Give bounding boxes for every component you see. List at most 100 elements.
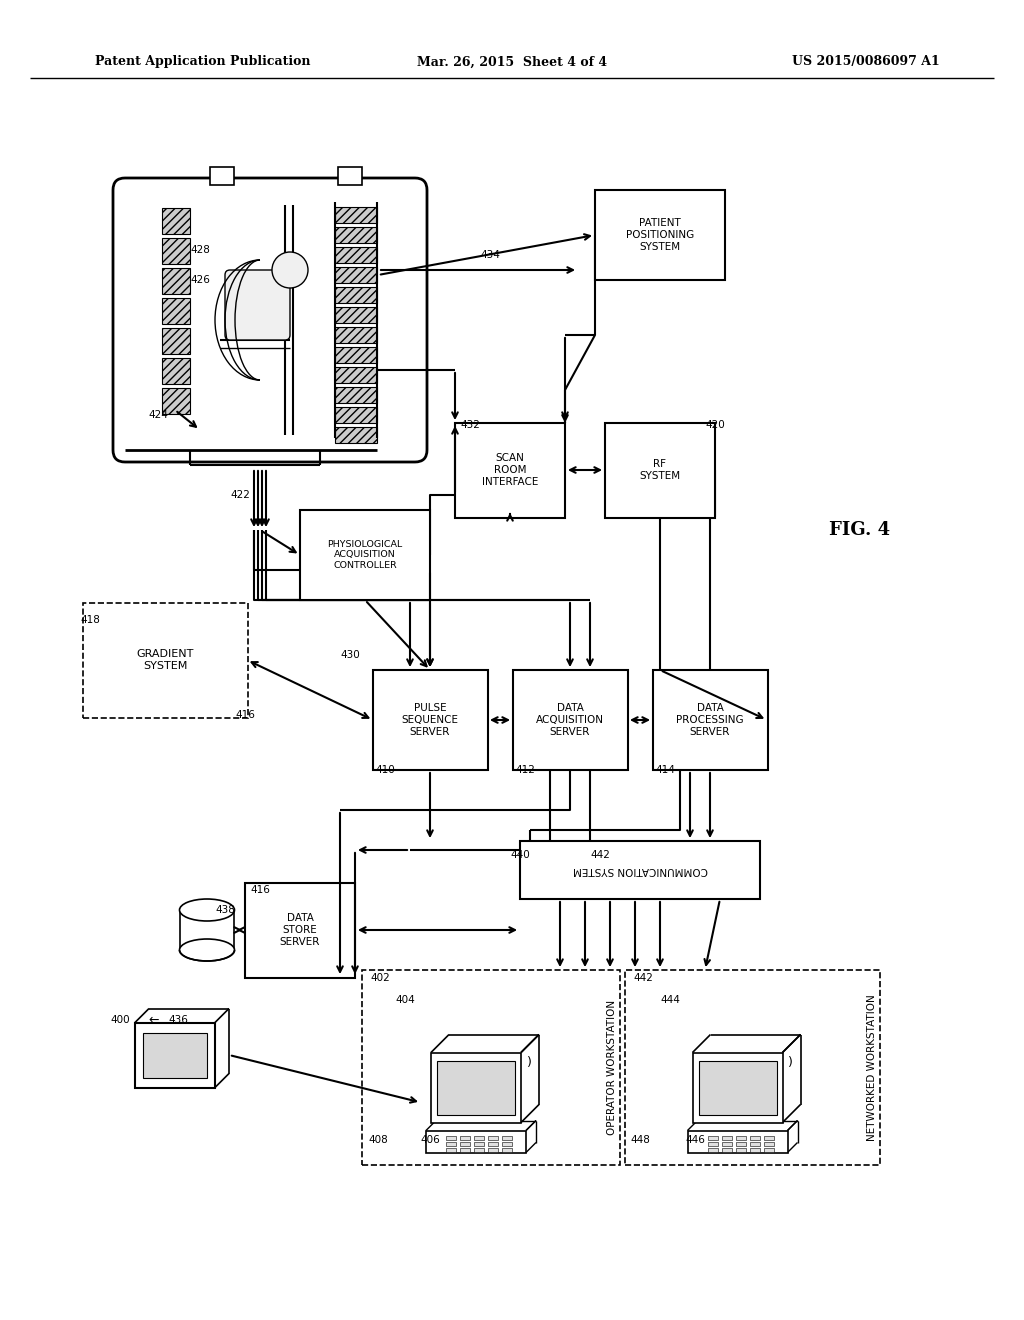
Bar bbox=[735, 1135, 745, 1139]
Bar bbox=[446, 1142, 456, 1146]
Bar bbox=[474, 1147, 484, 1151]
Bar bbox=[708, 1135, 718, 1139]
Text: 442: 442 bbox=[590, 850, 610, 861]
Text: 438: 438 bbox=[215, 906, 234, 915]
Bar bbox=[431, 1052, 521, 1122]
Text: Patent Application Publication: Patent Application Publication bbox=[95, 55, 310, 69]
Bar bbox=[474, 1142, 484, 1146]
Bar bbox=[474, 1135, 484, 1139]
Text: 428: 428 bbox=[190, 246, 210, 255]
Bar bbox=[335, 327, 377, 343]
Text: 444: 444 bbox=[660, 995, 680, 1005]
Bar bbox=[722, 1135, 731, 1139]
Bar bbox=[460, 1147, 470, 1151]
Bar bbox=[446, 1135, 456, 1139]
Bar bbox=[335, 207, 377, 223]
FancyBboxPatch shape bbox=[225, 271, 290, 341]
Ellipse shape bbox=[179, 939, 234, 961]
Bar bbox=[692, 1052, 782, 1122]
Text: 412: 412 bbox=[515, 766, 535, 775]
Text: GRADIENT
SYSTEM: GRADIENT SYSTEM bbox=[136, 649, 194, 671]
Text: 420: 420 bbox=[705, 420, 725, 430]
Bar bbox=[143, 1032, 207, 1077]
Text: PATIENT
POSITIONING
SYSTEM: PATIENT POSITIONING SYSTEM bbox=[626, 218, 694, 252]
Bar bbox=[338, 168, 362, 185]
Bar bbox=[373, 671, 487, 770]
Bar bbox=[135, 1023, 215, 1088]
Text: 422: 422 bbox=[230, 490, 250, 500]
Text: 430: 430 bbox=[340, 649, 359, 660]
Bar bbox=[698, 1060, 776, 1114]
Bar bbox=[162, 327, 190, 354]
Bar bbox=[502, 1142, 512, 1146]
Bar bbox=[488, 1142, 498, 1146]
Bar bbox=[335, 286, 377, 304]
Text: 406: 406 bbox=[420, 1135, 439, 1144]
Text: FIG. 4: FIG. 4 bbox=[829, 521, 891, 539]
Text: 448: 448 bbox=[630, 1135, 650, 1144]
Text: COMMUNICATION SYSTEM: COMMUNICATION SYSTEM bbox=[572, 865, 708, 875]
Text: 416: 416 bbox=[250, 884, 270, 895]
Bar bbox=[335, 247, 377, 263]
Bar bbox=[362, 970, 620, 1166]
Text: 418: 418 bbox=[80, 615, 100, 624]
Text: NETWORKED WORKSTATION: NETWORKED WORKSTATION bbox=[867, 994, 877, 1140]
Bar bbox=[335, 267, 377, 282]
Bar bbox=[735, 1142, 745, 1146]
Bar bbox=[502, 1135, 512, 1139]
Bar bbox=[455, 422, 565, 517]
Text: ←: ← bbox=[148, 1014, 159, 1027]
Bar bbox=[162, 298, 190, 323]
Text: ): ) bbox=[526, 1056, 531, 1069]
Bar bbox=[722, 1142, 731, 1146]
Bar bbox=[735, 1147, 745, 1151]
Text: PULSE
SEQUENCE
SERVER: PULSE SEQUENCE SERVER bbox=[401, 704, 459, 737]
Text: 446: 446 bbox=[685, 1135, 705, 1144]
Text: 400: 400 bbox=[110, 1015, 130, 1026]
Bar bbox=[162, 268, 190, 294]
Bar bbox=[162, 238, 190, 264]
Bar bbox=[605, 422, 715, 517]
Ellipse shape bbox=[179, 899, 234, 921]
Bar bbox=[460, 1142, 470, 1146]
Text: 436: 436 bbox=[168, 1015, 187, 1026]
Bar bbox=[502, 1147, 512, 1151]
Bar bbox=[708, 1142, 718, 1146]
Bar bbox=[335, 347, 377, 363]
Bar bbox=[488, 1147, 498, 1151]
Text: OPERATOR WORKSTATION: OPERATOR WORKSTATION bbox=[607, 1001, 617, 1135]
Text: DATA
ACQUISITION
SERVER: DATA ACQUISITION SERVER bbox=[536, 704, 604, 737]
Bar bbox=[300, 510, 430, 601]
Bar bbox=[750, 1142, 760, 1146]
Text: 402: 402 bbox=[370, 973, 390, 983]
Bar bbox=[210, 168, 234, 185]
Bar bbox=[335, 227, 377, 243]
Text: 404: 404 bbox=[395, 995, 415, 1005]
Text: DATA
PROCESSING
SERVER: DATA PROCESSING SERVER bbox=[676, 704, 743, 737]
Bar bbox=[335, 407, 377, 422]
Text: RF
SYSTEM: RF SYSTEM bbox=[639, 459, 681, 480]
Bar bbox=[750, 1135, 760, 1139]
Bar bbox=[764, 1147, 773, 1151]
Bar bbox=[750, 1147, 760, 1151]
Text: 426: 426 bbox=[190, 275, 210, 285]
Bar bbox=[652, 671, 768, 770]
Text: US 2015/0086097 A1: US 2015/0086097 A1 bbox=[793, 55, 940, 69]
Bar bbox=[162, 388, 190, 414]
Bar bbox=[335, 308, 377, 323]
Bar bbox=[512, 671, 628, 770]
Bar bbox=[335, 426, 377, 444]
Bar bbox=[687, 1130, 787, 1152]
Bar bbox=[520, 841, 760, 899]
Bar bbox=[460, 1135, 470, 1139]
Bar bbox=[83, 602, 248, 718]
Text: DATA
STORE
SERVER: DATA STORE SERVER bbox=[280, 913, 321, 946]
Text: 434: 434 bbox=[480, 249, 500, 260]
Text: 416: 416 bbox=[234, 710, 255, 719]
Text: 408: 408 bbox=[368, 1135, 388, 1144]
Text: 414: 414 bbox=[655, 766, 675, 775]
Circle shape bbox=[272, 252, 308, 288]
Text: Mar. 26, 2015  Sheet 4 of 4: Mar. 26, 2015 Sheet 4 of 4 bbox=[417, 55, 607, 69]
Text: PHYSIOLOGICAL
ACQUISITION
CONTROLLER: PHYSIOLOGICAL ACQUISITION CONTROLLER bbox=[328, 540, 402, 570]
Text: 440: 440 bbox=[510, 850, 529, 861]
